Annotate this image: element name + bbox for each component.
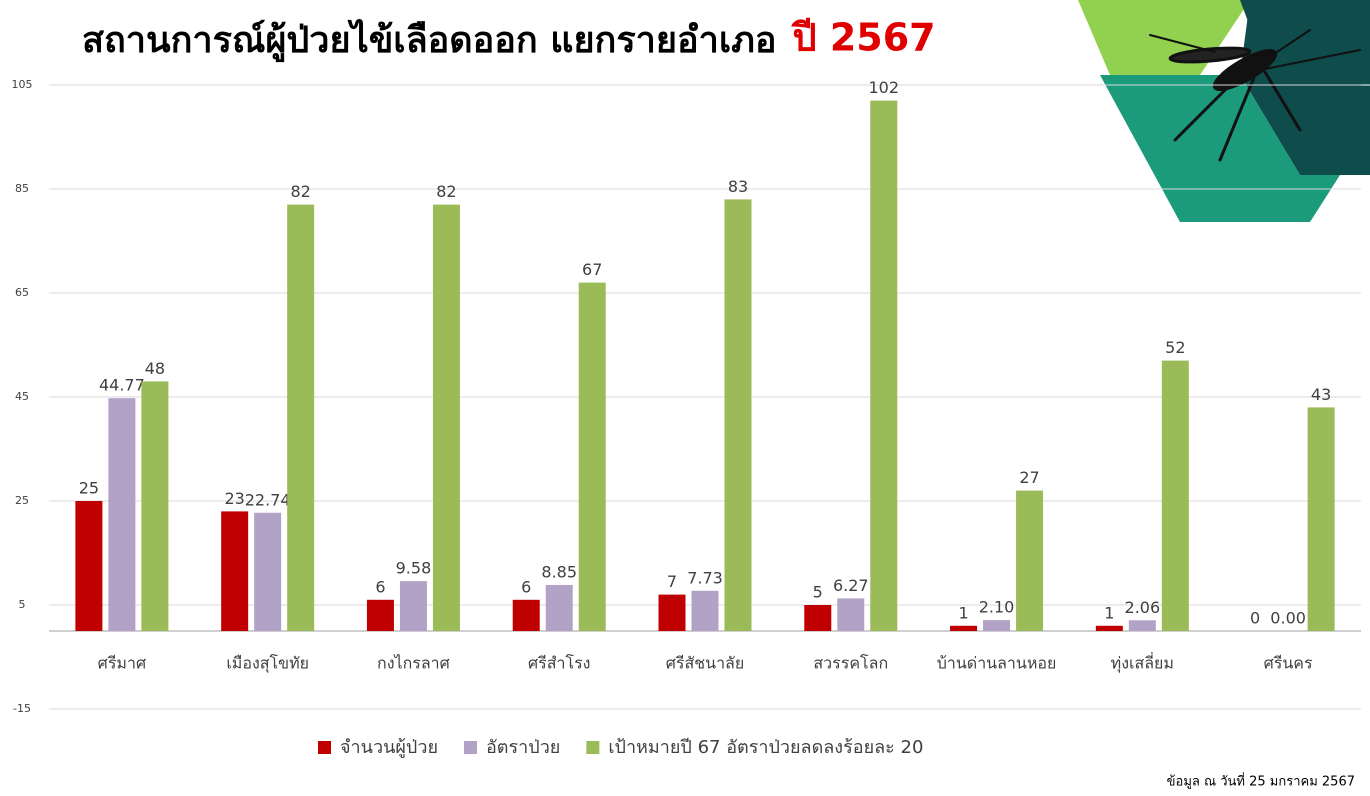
data-label: 1 (958, 603, 968, 622)
bar (983, 620, 1010, 631)
bar (141, 381, 168, 631)
data-label: 67 (582, 260, 602, 279)
y-tick-label: 45 (15, 390, 29, 403)
data-label: 22.74 (245, 490, 291, 509)
bar (725, 199, 752, 631)
x-tick-label: บ้านด่านลานหอย (937, 654, 1057, 673)
x-tick-label: เมืองสุโขทัย (226, 654, 309, 674)
x-tick-label: ศรีสำโรง (528, 654, 591, 673)
data-label: 23 (224, 489, 244, 508)
bar (1162, 361, 1189, 631)
data-label: 82 (290, 182, 310, 201)
data-label: 83 (728, 177, 748, 196)
data-label: 82 (436, 182, 456, 201)
bar (75, 501, 102, 631)
data-label: 27 (1019, 468, 1039, 487)
x-tick-label: ศรีมาศ (98, 654, 146, 673)
data-label: 0.00 (1270, 609, 1306, 628)
data-label: 6 (521, 577, 531, 596)
data-label: 2.06 (1125, 598, 1161, 617)
x-tick-label: กงไกรลาศ (377, 654, 450, 673)
chart: สถานการณ์ผู้ป่วยไข้เลือดออก แยกรายอำเภอ … (0, 0, 1370, 796)
bar (1096, 626, 1123, 631)
data-label: 2.10 (979, 598, 1015, 617)
data-label: 5 (813, 583, 823, 602)
data-label: 0 (1250, 609, 1260, 628)
bar (659, 595, 686, 631)
bar (1016, 491, 1043, 631)
data-label: 102 (869, 78, 900, 97)
x-tick-label: ศรีสัชนาลัย (666, 654, 744, 673)
chart-subtitle: ปี 2567 (791, 16, 936, 60)
bar (221, 511, 248, 631)
data-label: 43 (1311, 385, 1331, 404)
y-tick-label: -15 (13, 702, 31, 715)
bar (367, 600, 394, 631)
legend-label: จำนวนผู้ป่วย (340, 737, 438, 758)
legend-swatch (586, 741, 599, 754)
data-label: 25 (79, 479, 99, 498)
y-tick-label: 85 (15, 182, 29, 195)
x-tick-label: สวรรคโลก (813, 654, 888, 673)
bar (254, 513, 281, 631)
data-label: 7.73 (687, 568, 723, 587)
data-label: 48 (145, 359, 165, 378)
y-tick-label: 65 (15, 286, 29, 299)
y-tick-label: 5 (19, 598, 26, 611)
bar (546, 585, 573, 631)
bar (692, 591, 719, 631)
legend-swatch (464, 741, 477, 754)
data-label: 8.85 (541, 562, 577, 581)
legend-label: เป้าหมายปี 67 อัตราป่วยลดลงร้อยละ 20 (608, 737, 923, 758)
data-label: 6.27 (833, 576, 869, 595)
bar (1308, 407, 1335, 631)
y-tick-label: 105 (12, 78, 33, 91)
bar (870, 101, 897, 631)
data-label: 7 (667, 572, 677, 591)
bar (1129, 620, 1156, 631)
data-label: 9.58 (396, 559, 432, 578)
data-label: 44.77 (99, 376, 145, 395)
legend-label: อัตราป่วย (486, 737, 560, 758)
bar (837, 598, 864, 631)
x-tick-label: ศรีนคร (1264, 654, 1313, 673)
y-tick-label: 25 (15, 494, 29, 507)
data-label: 1 (1104, 603, 1114, 622)
bar (950, 626, 977, 631)
bar (579, 283, 606, 631)
bar (433, 205, 460, 631)
bar (287, 205, 314, 631)
legend-swatch (318, 741, 331, 754)
x-tick-label: ทุ่งเสลี่ยม (1111, 652, 1174, 674)
data-label: 6 (375, 577, 385, 596)
bar (400, 581, 427, 631)
bar (513, 600, 540, 631)
footnote: ข้อมูล ณ วันที่ 25 มกราคม 2567 (1167, 773, 1355, 790)
bar (804, 605, 831, 631)
chart-title: สถานการณ์ผู้ป่วยไข้เลือดออก แยกรายอำเภอ (82, 18, 776, 63)
bar (108, 398, 135, 631)
data-label: 52 (1165, 338, 1185, 357)
